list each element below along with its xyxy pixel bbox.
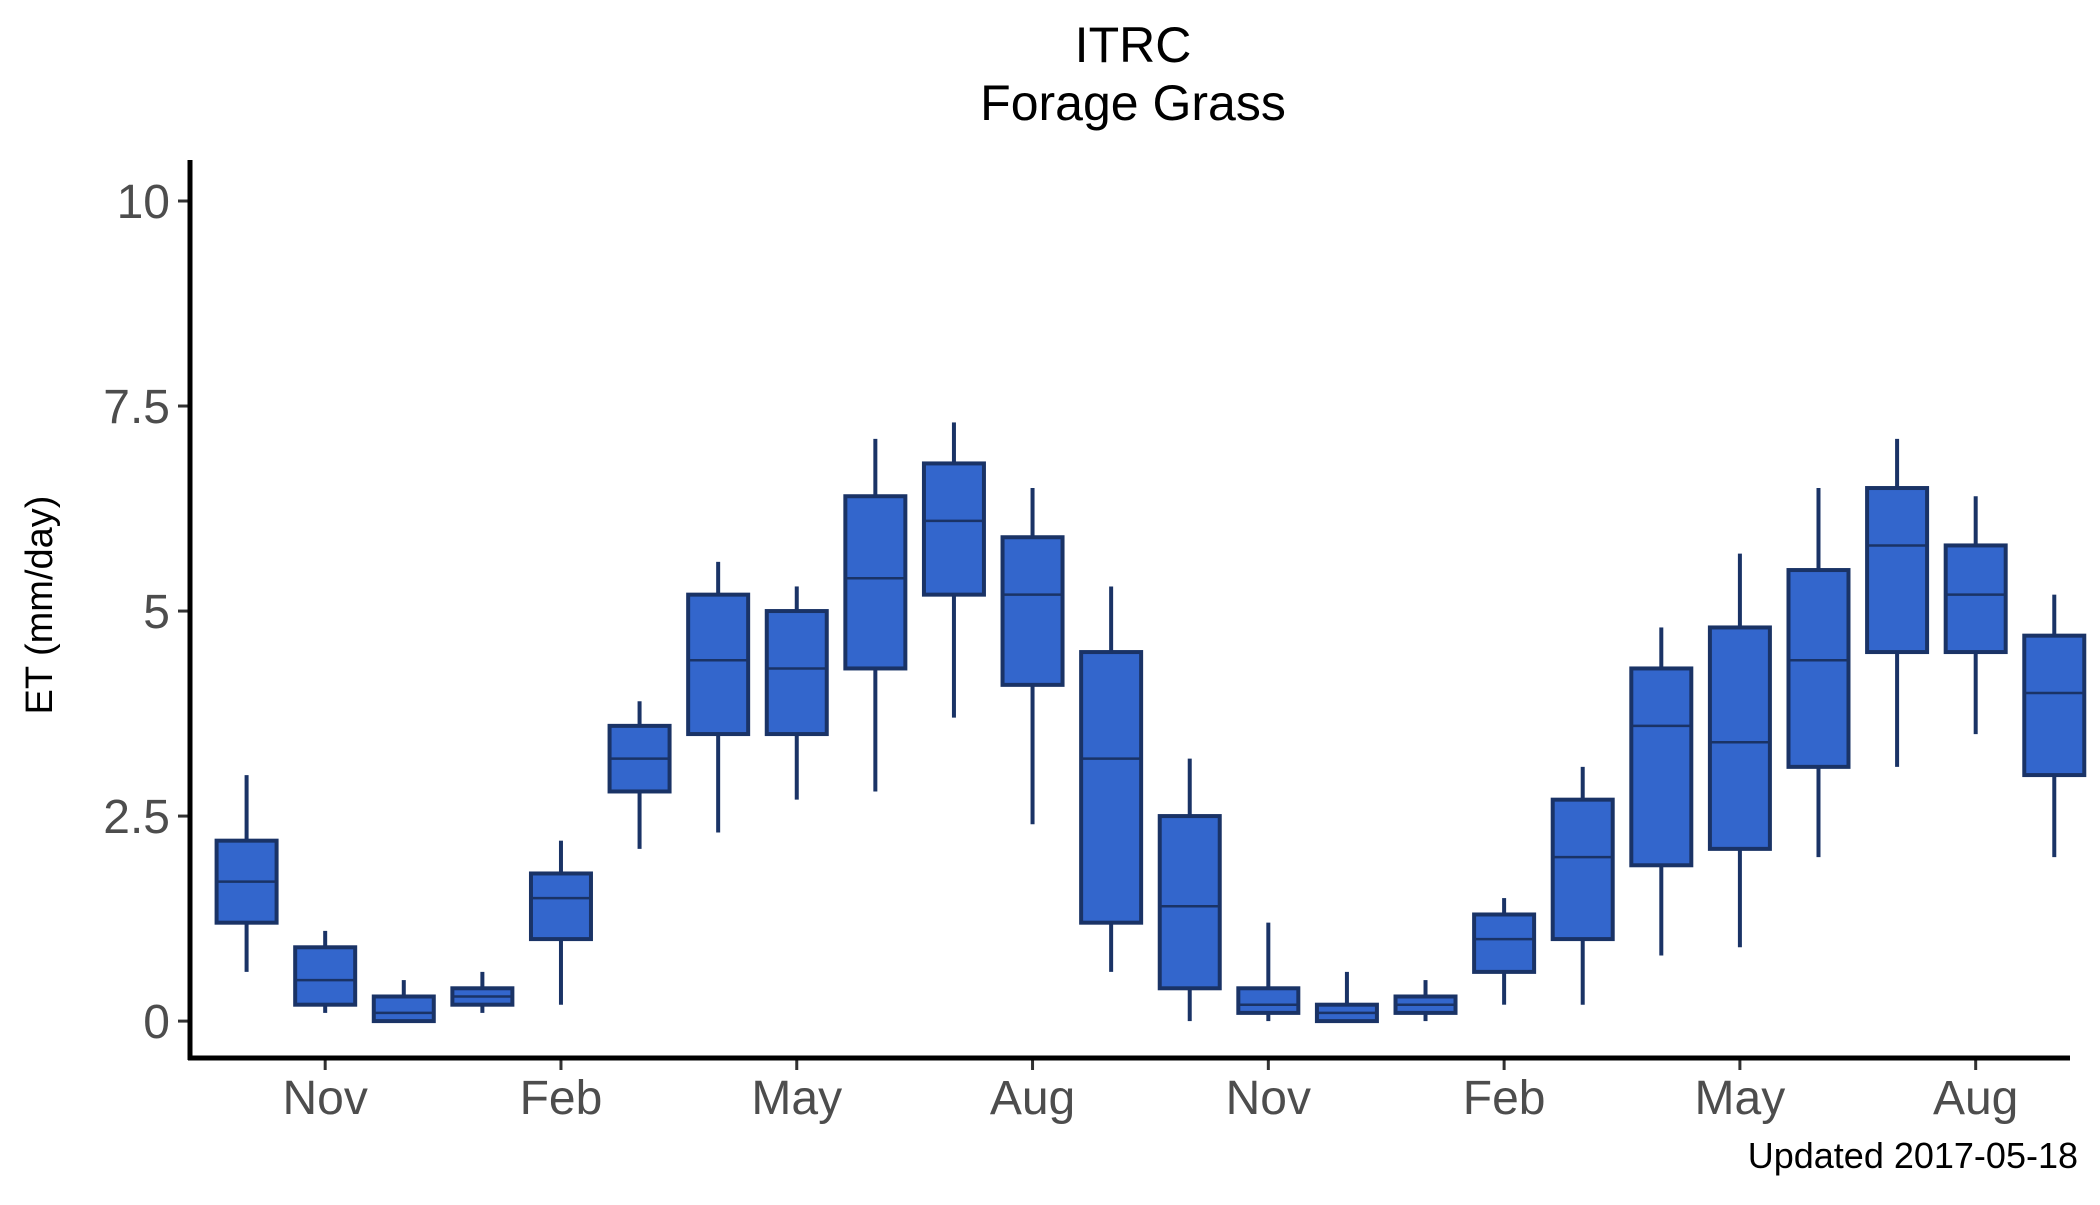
box [1157,758,1222,1022]
box [1079,586,1144,972]
box [1472,898,1537,1005]
box-body [1786,568,1851,769]
box-body [528,871,593,942]
box-body [1079,650,1144,925]
box-series [214,422,2087,1024]
box [1629,627,1694,956]
y-tick-label: 10 [117,176,170,229]
box-body [1000,535,1065,687]
box-body [2022,633,2087,778]
x-tick-label: Feb [1463,1072,1546,1125]
box [764,586,829,800]
box [1314,971,1379,1024]
box-body [764,609,829,737]
x-tick-label: May [1695,1072,1786,1125]
box-body [1865,486,1930,655]
y-tick-label: 2.5 [103,791,170,844]
x-tick-label: May [751,1072,842,1125]
box [843,438,908,792]
box [528,840,593,1005]
chart-title: ITRC [1075,17,1192,73]
box-body [686,592,751,737]
box-body [1472,912,1537,974]
box [1000,488,1065,825]
y-tick-label: 5 [143,586,170,639]
x-tick-label: Feb [520,1072,603,1125]
box-body [1236,986,1301,1015]
x-tick-label: Nov [1226,1072,1311,1125]
updated-caption: Updated 2017-05-18 [1748,1135,2078,1176]
box [1236,922,1301,1022]
box [1393,980,1458,1022]
box [214,775,279,972]
x-tick-label: Nov [283,1072,368,1125]
y-tick-label: 7.5 [103,381,170,434]
chart-subtitle: Forage Grass [980,75,1286,131]
box [450,971,515,1013]
box [371,980,436,1024]
box-body [843,494,908,671]
box-body [371,994,436,1024]
box [1786,488,1851,858]
box-body [921,461,986,597]
box-body [1550,797,1615,942]
y-tick-label: 0 [143,996,170,1049]
box [1707,553,1772,948]
x-tick-label: Aug [1933,1072,2018,1125]
box [921,422,986,718]
x-tick-label: Aug [990,1072,1075,1125]
box-body [1629,666,1694,868]
y-axis-label: ET (mm/day) [19,496,61,715]
box [686,561,751,833]
box [1943,496,2008,735]
box-body [293,945,358,1007]
y-axis-ticks: 0 2.5 5 7.5 10 [103,176,190,1049]
box-body [1707,625,1772,851]
box [2022,594,2087,858]
box [293,930,358,1013]
box-body [1943,543,2008,655]
x-axis-ticks: Nov Feb May Aug Nov Feb May Aug [283,1058,2018,1125]
box-body [1157,814,1222,991]
box [607,701,672,849]
box [1550,766,1615,1005]
box [1865,438,1930,767]
